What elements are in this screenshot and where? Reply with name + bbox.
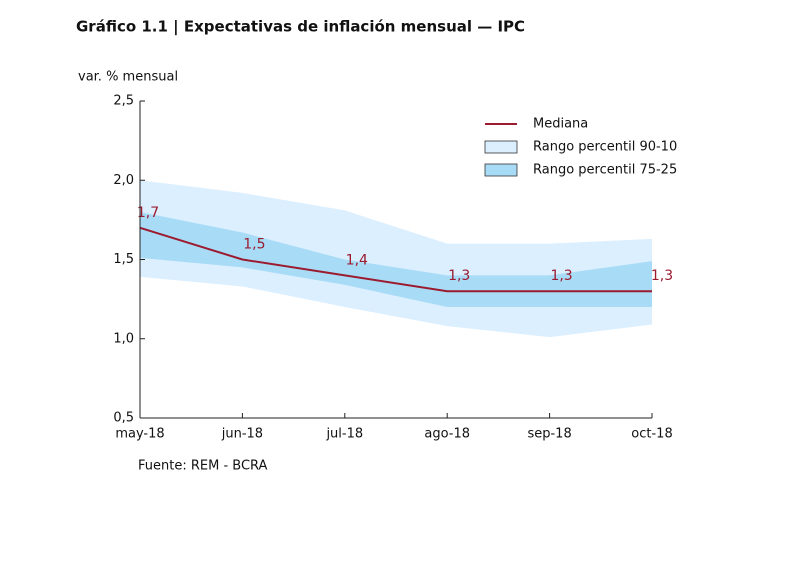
legend-label: Rango percentil 75-25: [533, 163, 677, 178]
data-label: 1,7: [137, 205, 159, 221]
x-tick-label: ago-18: [424, 427, 470, 442]
chart-title: Gráfico 1.1 | Expectativas de inflación …: [76, 18, 525, 37]
y-tick-label: 1,0: [113, 331, 134, 346]
x-tick-label: oct-18: [631, 427, 672, 442]
x-tick-label: jul-18: [325, 427, 363, 442]
x-tick-label: may-18: [115, 427, 164, 442]
legend-label: Mediana: [533, 117, 588, 132]
x-tick-label: jun-18: [221, 427, 263, 442]
data-label: 1,5: [243, 237, 265, 253]
y-tick-label: 2,0: [113, 173, 134, 188]
legend-label: Rango percentil 90-10: [533, 140, 677, 155]
x-tick-label: sep-18: [527, 427, 571, 442]
band: [140, 211, 652, 308]
y-tick-label: 1,5: [113, 252, 134, 267]
source: Fuente: REM - BCRA: [138, 459, 268, 474]
legend-swatch: [484, 163, 518, 177]
legend-swatch: [484, 140, 518, 154]
y-axis-label: var. % mensual: [78, 70, 178, 85]
y-tick-label: 2,5: [113, 94, 134, 109]
median-line: [139, 226, 652, 293]
data-label: 1,3: [448, 268, 470, 284]
data-label: 1,3: [550, 268, 572, 284]
data-label: 1,3: [651, 268, 673, 284]
y-tick-label: 0,5: [113, 411, 134, 426]
data-label: 1,4: [346, 252, 368, 268]
